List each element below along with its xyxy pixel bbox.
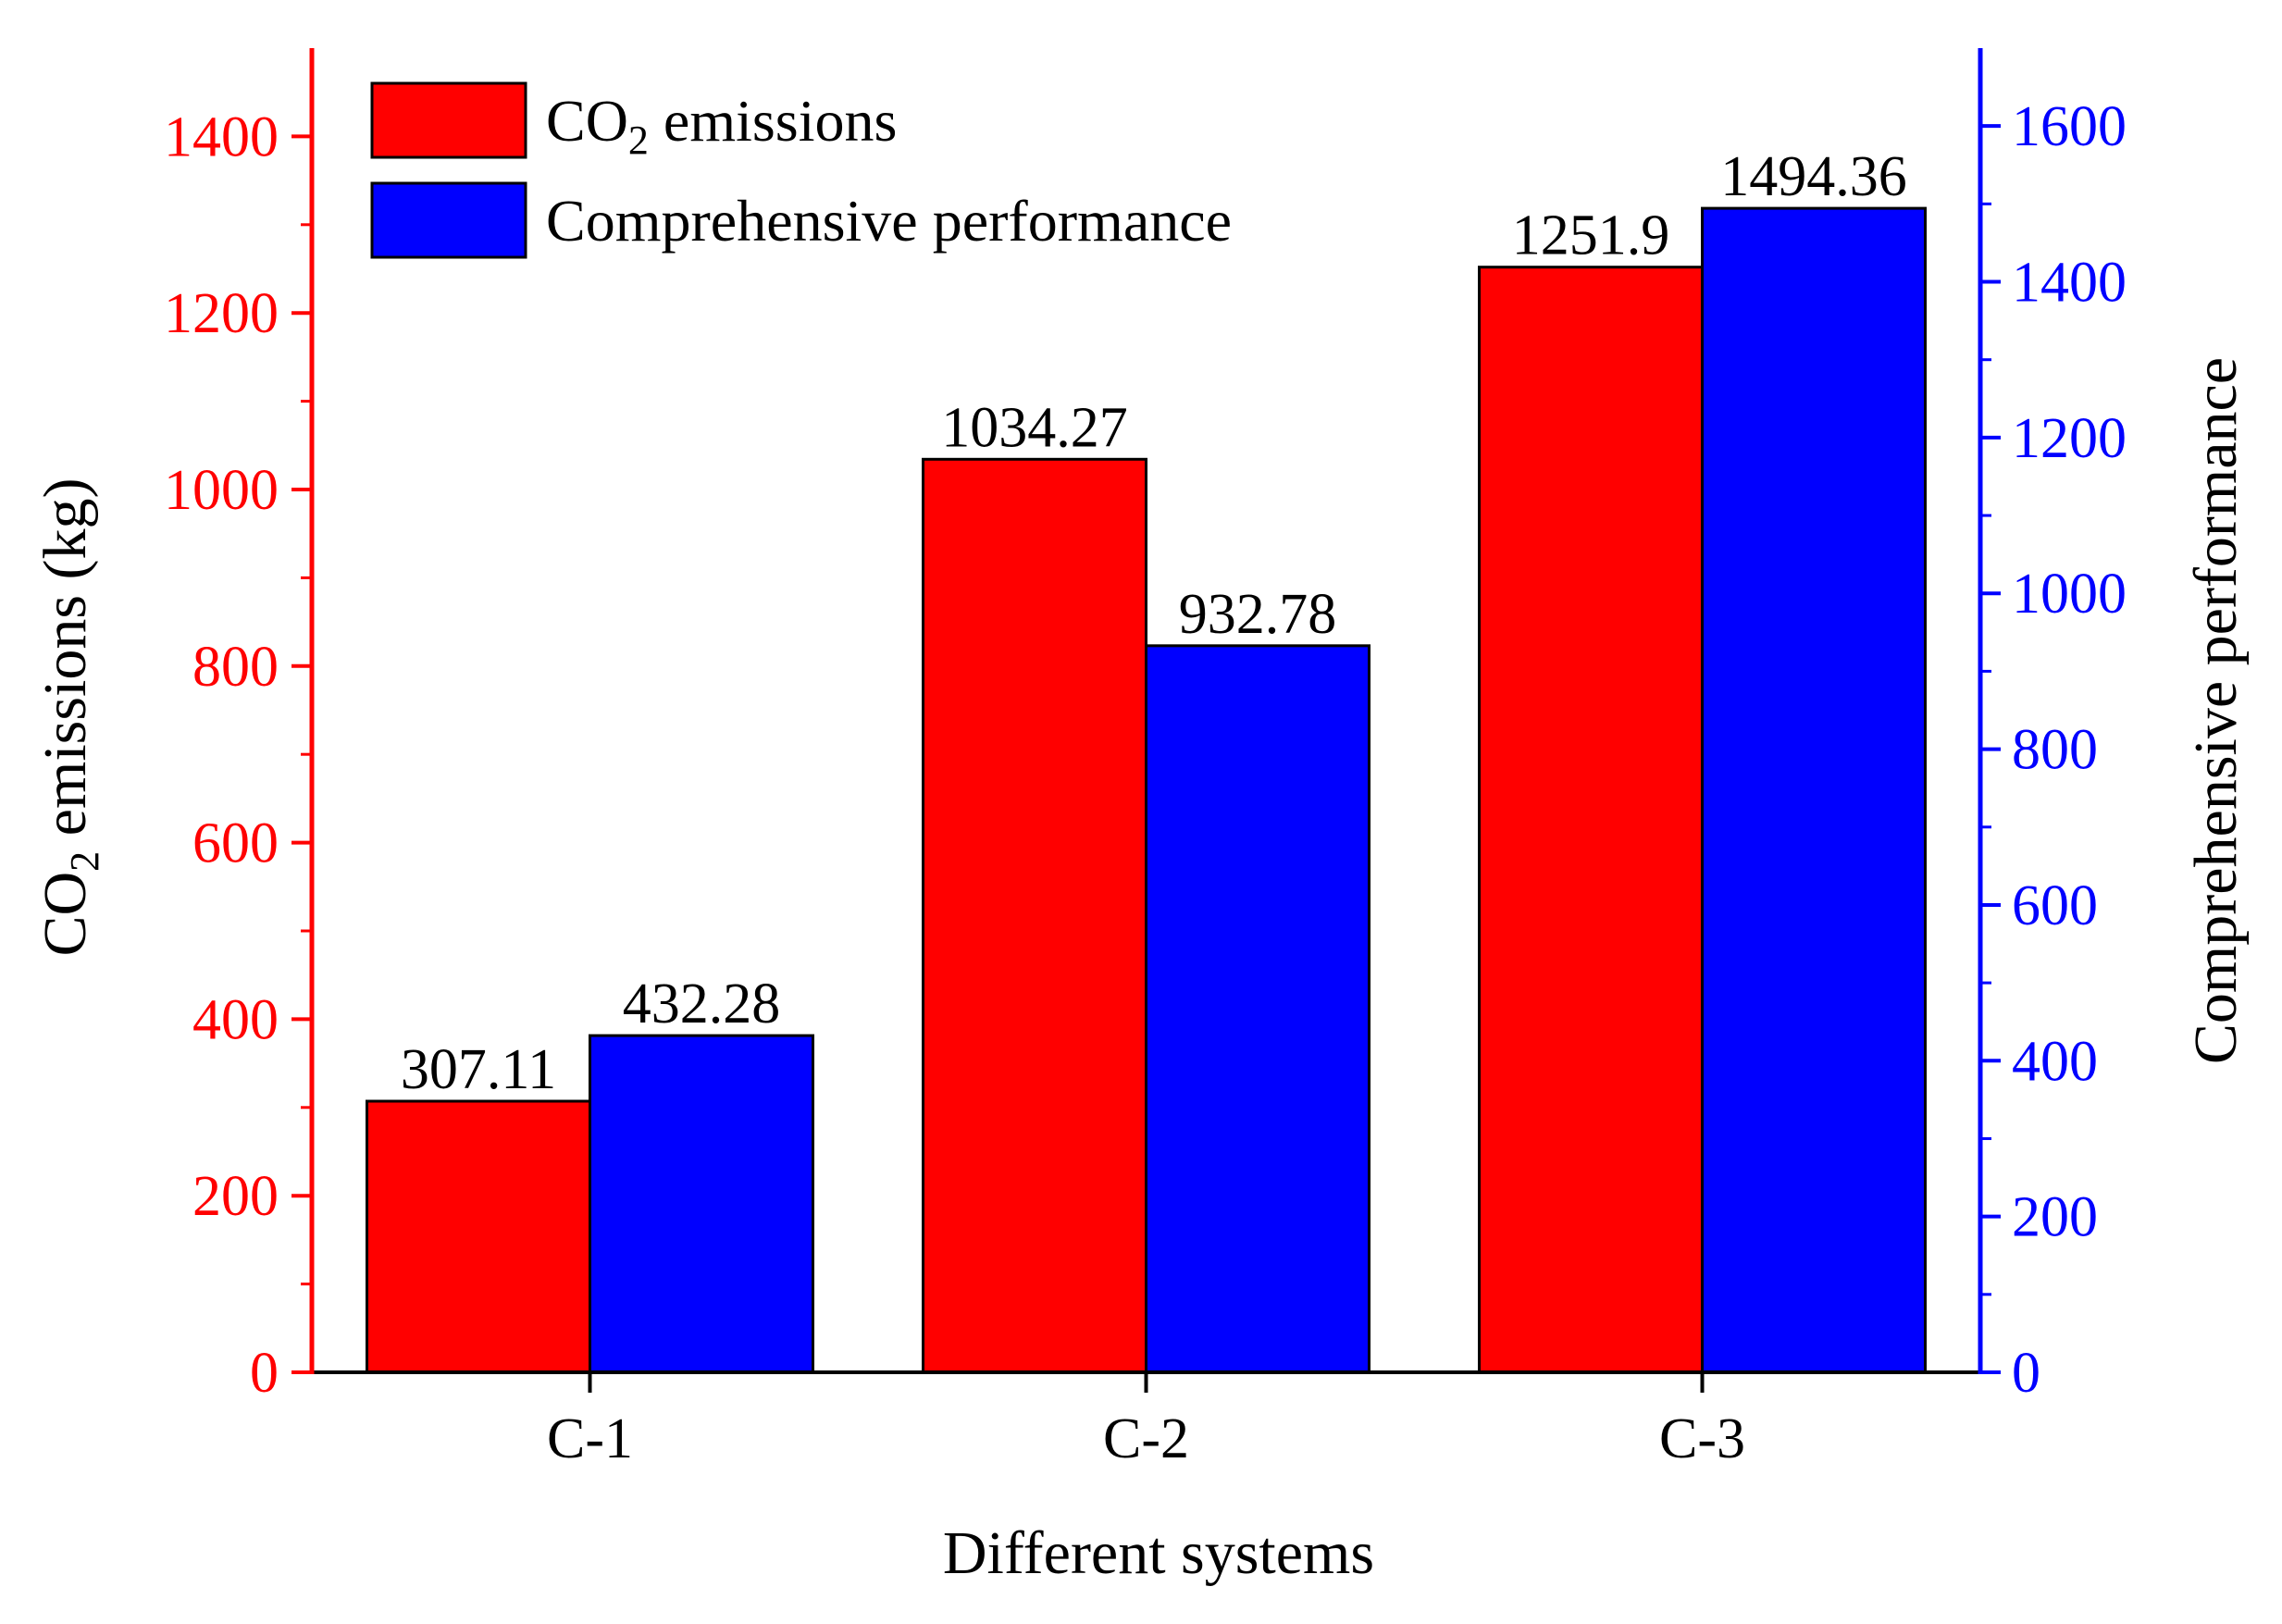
y-right-tick-label: 1000 — [2012, 563, 2127, 626]
y-axis-left-title-rest: emissions (kg) — [31, 477, 99, 850]
data-labels-layer: 307.11 432.28 1034.27 932.78 1251.9 1494.36 — [401, 145, 1907, 1101]
bar-right-c-1 — [589, 1034, 814, 1374]
y-axis-left-title-sub: 2 — [62, 851, 107, 872]
bar-right-c-3 — [1701, 206, 1927, 1374]
x-axis-title: Different systems — [943, 1519, 1374, 1587]
legend-swatch-performance — [370, 181, 527, 259]
legend-swatch-co2 — [370, 81, 527, 159]
y-right-tick-label: 800 — [2012, 719, 2098, 782]
axes-layer: C-1 C-2 C-3 0 200 400 600 800 1000 1200 1400 0 200 40… — [164, 48, 2127, 1470]
bar-left-c-2 — [922, 457, 1147, 1374]
y-left-tick-label: 1200 — [164, 282, 279, 345]
y-left-tick-label: 200 — [192, 1165, 279, 1228]
bar-left-c-3 — [1478, 266, 1704, 1374]
y-axis-left-title: CO2 emissions (kg) — [31, 477, 107, 956]
y-right-tick-label: 0 — [2012, 1342, 2040, 1405]
legend-label-co2: CO2 emissions — [546, 88, 897, 163]
data-label-left-c-1: 307.11 — [401, 1038, 556, 1101]
x-tick-label-c-1: C-1 — [547, 1407, 633, 1470]
bars-layer — [366, 206, 1927, 1374]
y-right-tick-label: 1600 — [2012, 95, 2127, 158]
y-left-tick-label: 0 — [250, 1342, 279, 1405]
bar-right-c-2 — [1145, 644, 1370, 1374]
legend: CO2 emissions Comprehensive performance — [370, 81, 1232, 259]
y-axis-left-title-main: CO — [31, 872, 99, 957]
data-label-right-c-3: 1494.36 — [1720, 145, 1907, 208]
data-label-right-c-2: 932.78 — [1179, 583, 1337, 646]
y-right-tick-label: 400 — [2012, 1030, 2098, 1093]
x-tick-label-c-3: C-3 — [1659, 1407, 1745, 1470]
y-left-tick-label: 600 — [192, 812, 279, 875]
y-right-tick-label: 600 — [2012, 874, 2098, 937]
y-left-tick-label: 1000 — [164, 459, 279, 522]
bar-left-c-1 — [366, 1099, 591, 1374]
y-left-tick-label: 1400 — [164, 105, 279, 168]
y-left-tick-label: 800 — [192, 636, 279, 699]
y-axis-right-title: Comprehensive performance — [2182, 357, 2250, 1064]
legend-label-performance: Comprehensive performance — [546, 188, 1232, 254]
y-right-tick-label: 200 — [2012, 1186, 2098, 1249]
data-label-left-c-3: 1251.9 — [1512, 205, 1670, 267]
data-label-right-c-1: 432.28 — [623, 973, 781, 1035]
y-left-tick-label: 400 — [192, 988, 279, 1051]
y-right-tick-label: 1200 — [2012, 407, 2127, 470]
x-tick-label-c-2: C-2 — [1103, 1407, 1189, 1470]
y-right-tick-label: 1400 — [2012, 252, 2127, 315]
data-label-left-c-2: 1034.27 — [941, 396, 1128, 459]
